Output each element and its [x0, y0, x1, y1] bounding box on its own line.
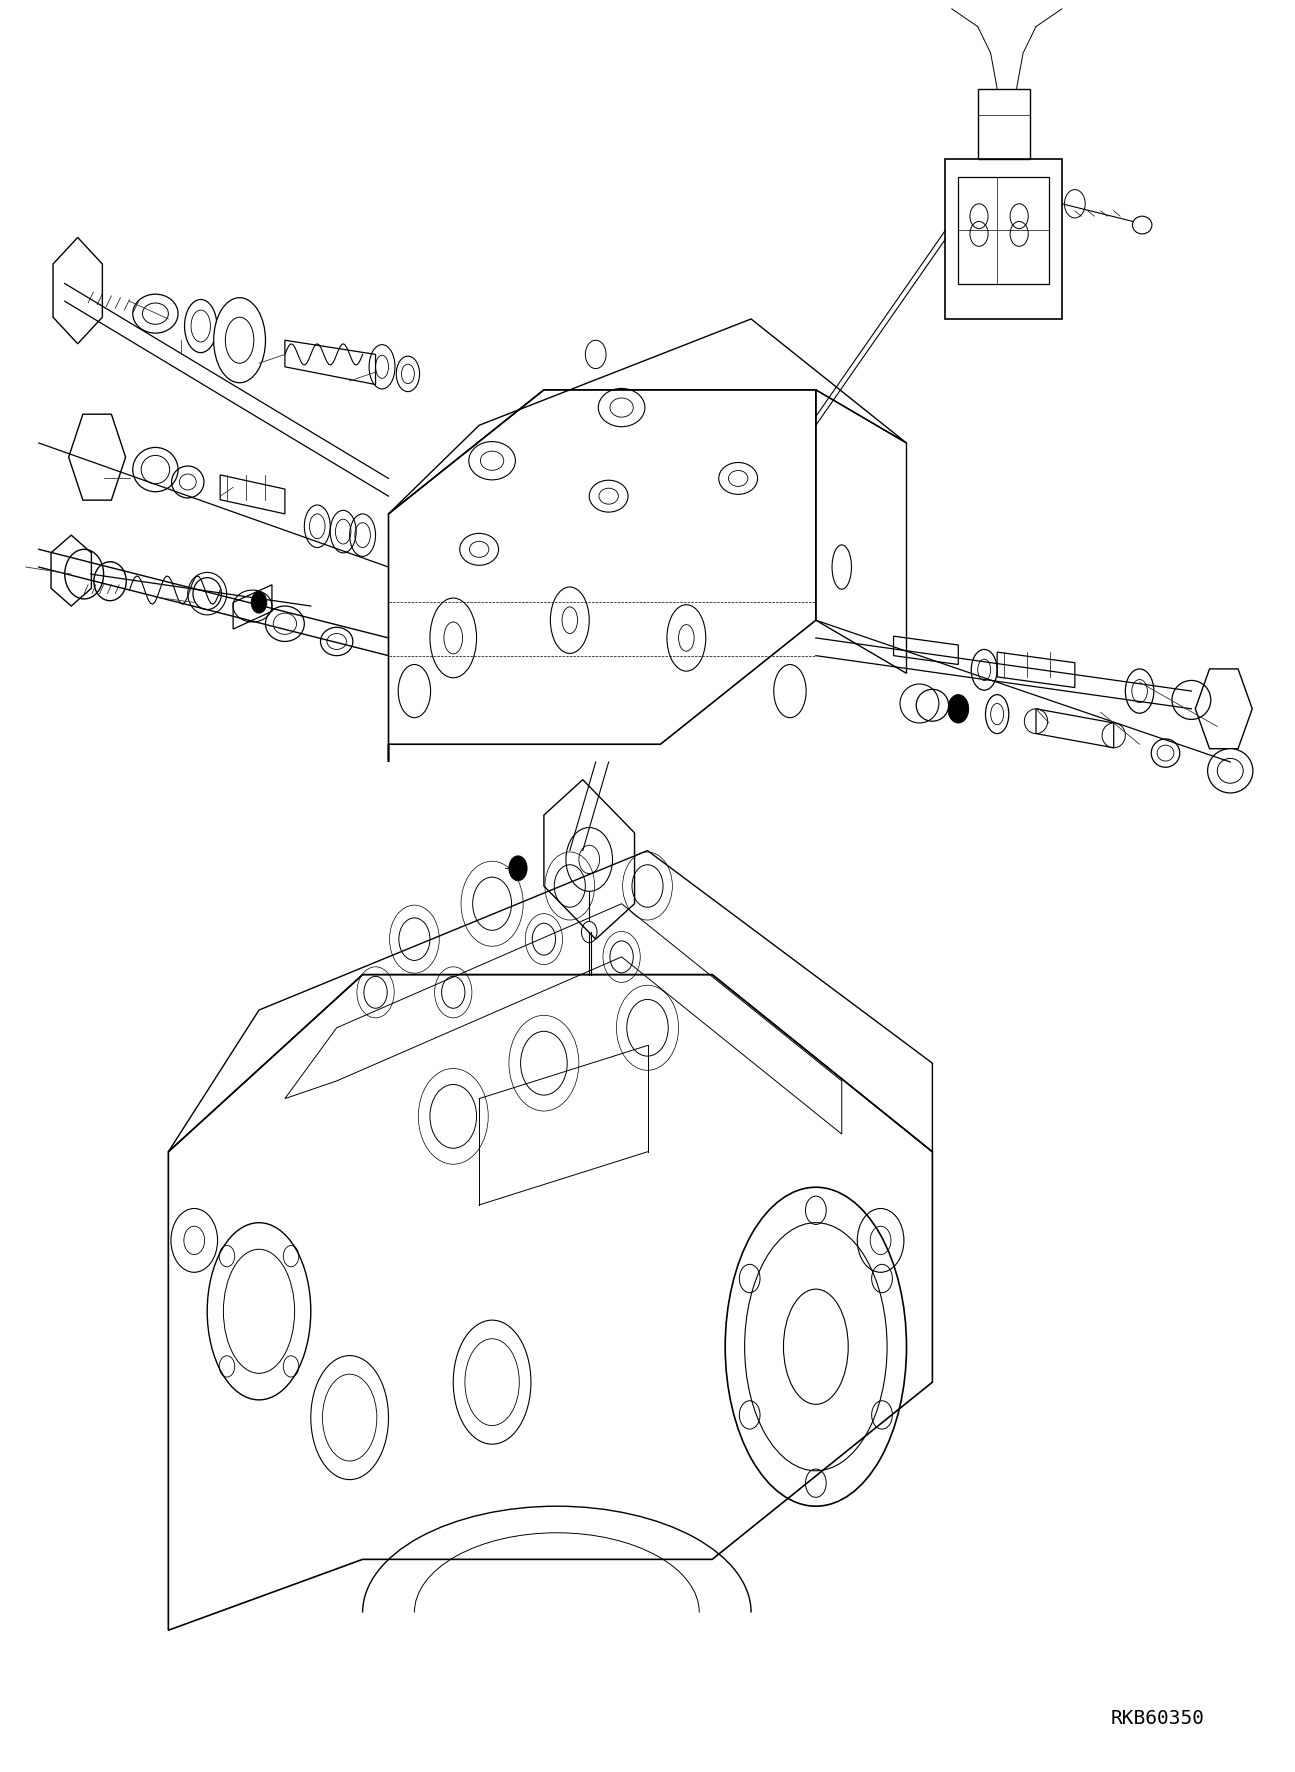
Ellipse shape: [1208, 750, 1252, 794]
Ellipse shape: [133, 447, 179, 493]
Ellipse shape: [133, 294, 179, 333]
Circle shape: [948, 695, 969, 723]
Text: RKB60350: RKB60350: [1110, 1708, 1204, 1728]
Ellipse shape: [1172, 680, 1211, 719]
Circle shape: [251, 592, 267, 613]
Ellipse shape: [214, 298, 265, 383]
Ellipse shape: [917, 689, 948, 721]
Ellipse shape: [93, 562, 127, 601]
Circle shape: [509, 856, 527, 881]
